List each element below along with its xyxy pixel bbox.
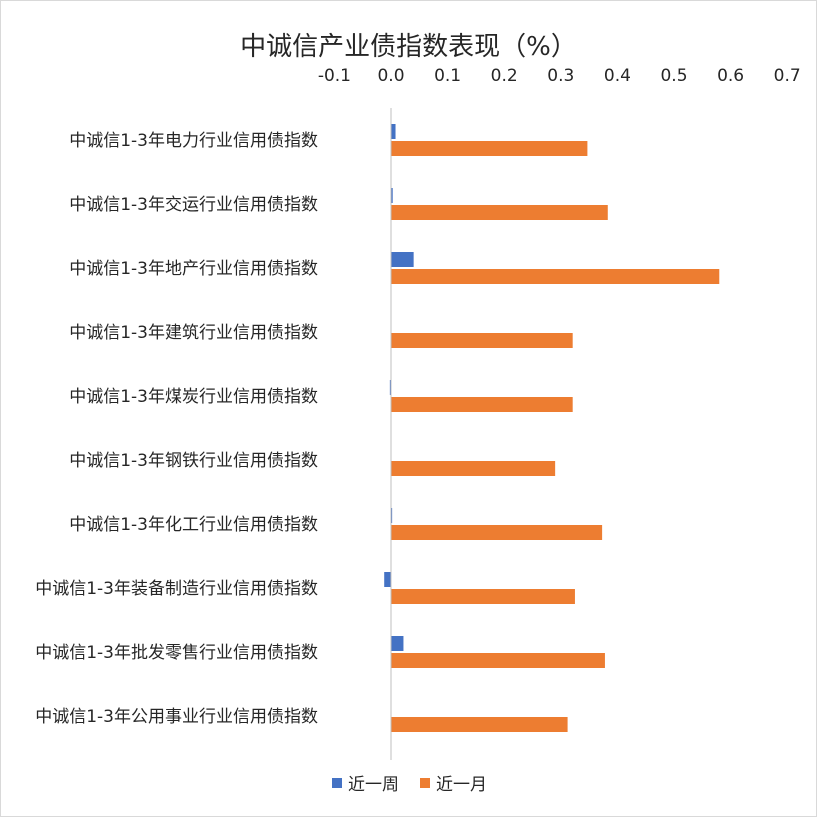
category-label: 中诚信1-3年地产行业信用债指数 bbox=[69, 259, 318, 279]
legend-swatch bbox=[420, 778, 430, 788]
bar-month bbox=[391, 141, 588, 156]
bar-week bbox=[391, 124, 396, 139]
bar-week bbox=[384, 572, 391, 587]
chart-title: 中诚信产业债指数表现（%） bbox=[240, 32, 577, 62]
bar-month bbox=[391, 397, 573, 412]
category-label: 中诚信1-3年建筑行业信用债指数 bbox=[69, 323, 318, 343]
legend-swatch bbox=[332, 778, 342, 788]
x-tick-label: 0.1 bbox=[434, 66, 461, 86]
x-tick-label: 0.3 bbox=[547, 66, 574, 86]
bar-month bbox=[391, 333, 573, 348]
x-tick-label: 0.6 bbox=[717, 66, 744, 86]
bar-month bbox=[391, 589, 575, 604]
category-label: 中诚信1-3年公用事业行业信用债指数 bbox=[35, 707, 318, 727]
x-tick-label: 0.7 bbox=[774, 66, 801, 86]
bar-week bbox=[391, 508, 393, 523]
bar-month bbox=[391, 525, 603, 540]
category-label: 中诚信1-3年钢铁行业信用债指数 bbox=[69, 451, 318, 471]
category-label: 中诚信1-3年电力行业信用债指数 bbox=[69, 131, 318, 151]
bar-week bbox=[391, 188, 393, 203]
category-label: 中诚信1-3年装备制造行业信用债指数 bbox=[35, 579, 318, 599]
bar-week bbox=[389, 380, 391, 395]
category-label: 中诚信1-3年化工行业信用债指数 bbox=[69, 515, 318, 535]
bar-month bbox=[391, 717, 568, 732]
category-label: 中诚信1-3年交运行业信用债指数 bbox=[69, 195, 318, 215]
x-tick-label: 0.4 bbox=[604, 66, 631, 86]
bar-month bbox=[391, 653, 605, 668]
x-tick-label: -0.1 bbox=[318, 66, 351, 86]
legend-label: 近一周 bbox=[348, 775, 399, 795]
bar-month bbox=[391, 269, 720, 284]
legend: 近一周 近一月 bbox=[332, 775, 487, 795]
category-label: 中诚信1-3年煤炭行业信用债指数 bbox=[69, 387, 318, 407]
x-axis-ticks: -0.1 0.0 0.1 0.2 0.3 0.4 0.5 0.6 0.7 bbox=[318, 66, 801, 86]
bars bbox=[384, 124, 720, 732]
bar-month bbox=[391, 461, 556, 476]
x-tick-label: 0.0 bbox=[377, 66, 404, 86]
bar-week bbox=[391, 252, 414, 267]
category-label: 中诚信1-3年批发零售行业信用债指数 bbox=[35, 643, 318, 663]
bar-week bbox=[391, 636, 404, 651]
bar-month bbox=[391, 205, 608, 220]
category-labels: 中诚信1-3年电力行业信用债指数中诚信1-3年交运行业信用债指数中诚信1-3年地… bbox=[35, 131, 318, 727]
legend-label: 近一月 bbox=[436, 775, 487, 795]
x-tick-label: 0.5 bbox=[660, 66, 687, 86]
x-tick-label: 0.2 bbox=[491, 66, 518, 86]
